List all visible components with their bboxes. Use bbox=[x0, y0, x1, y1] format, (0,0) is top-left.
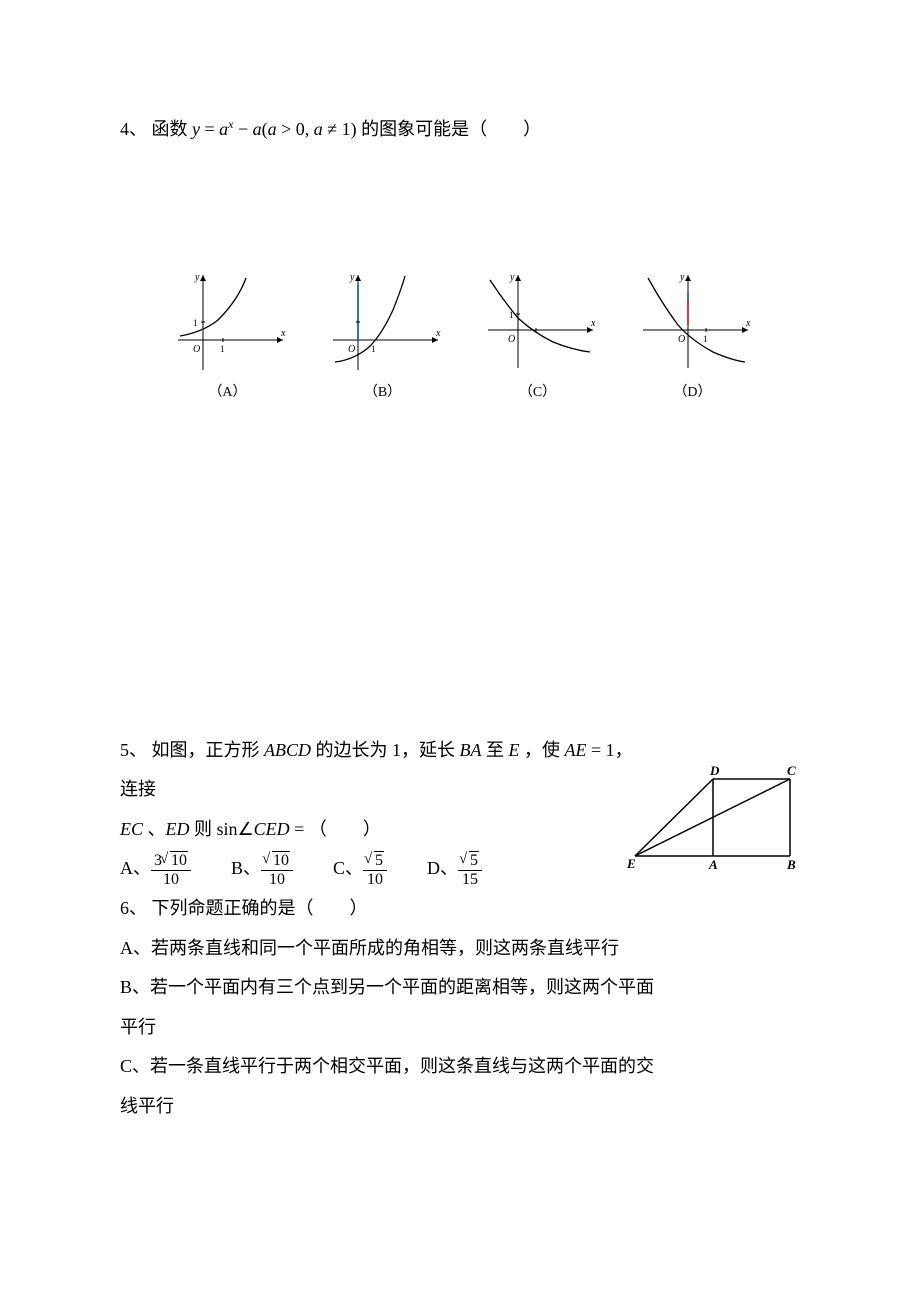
svg-text:O: O bbox=[348, 344, 355, 355]
svg-text:O: O bbox=[508, 334, 515, 345]
lbl-D: D bbox=[709, 763, 720, 778]
svg-text:x: x bbox=[435, 328, 441, 339]
graph-C-svg: x y O 1 bbox=[478, 270, 598, 375]
graph-A-svg: x y O 1 1 bbox=[168, 270, 288, 375]
graph-D-label: （D） bbox=[673, 381, 711, 401]
svg-text:x: x bbox=[590, 318, 596, 329]
q4-stem: 4、 函数 y = ax − a(a > 0, a ≠ 1) 的图象可能是（ ） bbox=[120, 110, 800, 150]
q5-svg: D C E A B bbox=[625, 761, 800, 871]
q5-text1: 如图，正方形 ABCD 的边长为 1，延长 BA 至 E ，使 AE = 1，连… bbox=[120, 740, 633, 800]
lbl-A: A bbox=[708, 857, 718, 871]
svg-text:1: 1 bbox=[193, 318, 198, 328]
svg-text:y: y bbox=[509, 272, 515, 283]
lbl-C: C bbox=[787, 763, 796, 778]
lbl-B: B bbox=[786, 857, 796, 871]
q5-text2: EC 、ED 则 sin∠CED = （ ） bbox=[120, 819, 381, 839]
graph-B: x y O 1 （B） bbox=[315, 270, 450, 401]
svg-text:1: 1 bbox=[371, 344, 376, 354]
svg-text:y: y bbox=[194, 272, 200, 283]
q6-stem: 6、 下列命题正确的是（ ） bbox=[120, 889, 800, 929]
svg-text:O: O bbox=[193, 344, 200, 355]
graph-A: x y O 1 1 （A） bbox=[160, 270, 295, 401]
graph-B-svg: x y O 1 bbox=[323, 270, 443, 375]
graph-C: x y O 1 （C） bbox=[470, 270, 605, 401]
q4-graphs: x y O 1 1 （A） x y O 1 bbox=[160, 270, 760, 401]
svg-text:1: 1 bbox=[220, 344, 225, 354]
q5-block: 5、 如图，正方形 ABCD 的边长为 1，延长 BA 至 E ，使 AE = … bbox=[120, 731, 800, 889]
q4-number: 4、 bbox=[120, 119, 147, 139]
q4-text-post: 的图象可能是（ ） bbox=[361, 119, 541, 139]
q5-number: 5、 bbox=[120, 740, 147, 760]
svg-text:x: x bbox=[745, 318, 751, 329]
svg-text:y: y bbox=[679, 272, 685, 283]
q6-A: A、若两条直线和同一个平面所成的角相等，则这两条直线平行 bbox=[120, 929, 800, 969]
q5-choice-A: A、31010 bbox=[120, 849, 191, 889]
lbl-E: E bbox=[626, 856, 636, 871]
q6-C2: 线平行 bbox=[120, 1087, 800, 1127]
q6-C1: C、若一条直线平行于两个相交平面，则这条直线与这两个平面的交 bbox=[120, 1047, 800, 1087]
q5-choice-D: D、515 bbox=[427, 849, 482, 889]
graph-D-svg: x y O 1 bbox=[633, 270, 753, 375]
q5-choices: A、31010 B、1010 C、510 D、515 bbox=[120, 849, 640, 889]
q6-stem-text: 下列命题正确的是（ ） bbox=[152, 898, 368, 918]
graph-B-label: （B） bbox=[364, 381, 401, 401]
q4-text-pre: 函数 bbox=[152, 119, 188, 139]
spacer bbox=[120, 431, 800, 731]
q4-formula: y = ax − a(a > 0, a ≠ 1) bbox=[192, 119, 357, 139]
svg-text:O: O bbox=[678, 334, 685, 345]
q5-line1: 5、 如图，正方形 ABCD 的边长为 1，延长 BA 至 E ，使 AE = … bbox=[120, 731, 640, 810]
q5-figure: D C E A B bbox=[625, 761, 800, 876]
exam-page: 4、 函数 y = ax − a(a > 0, a ≠ 1) 的图象可能是（ ）… bbox=[0, 0, 920, 1187]
svg-text:1: 1 bbox=[703, 334, 708, 344]
svg-text:x: x bbox=[280, 328, 286, 339]
graph-A-label: （A） bbox=[208, 381, 246, 401]
q5-choice-B: B、1010 bbox=[231, 849, 293, 889]
q5-line2: EC 、ED 则 sin∠CED = （ ） bbox=[120, 810, 640, 850]
q6-number: 6、 bbox=[120, 898, 147, 918]
q5-choice-C: C、510 bbox=[333, 849, 387, 889]
q6-B1: B、若一个平面内有三个点到另一个平面的距离相等，则这两个平面 bbox=[120, 968, 800, 1008]
graph-D: x y O 1 （D） bbox=[625, 270, 760, 401]
svg-text:y: y bbox=[349, 272, 355, 283]
q6-B2: 平行 bbox=[120, 1008, 800, 1048]
graph-C-label: （C） bbox=[519, 381, 556, 401]
